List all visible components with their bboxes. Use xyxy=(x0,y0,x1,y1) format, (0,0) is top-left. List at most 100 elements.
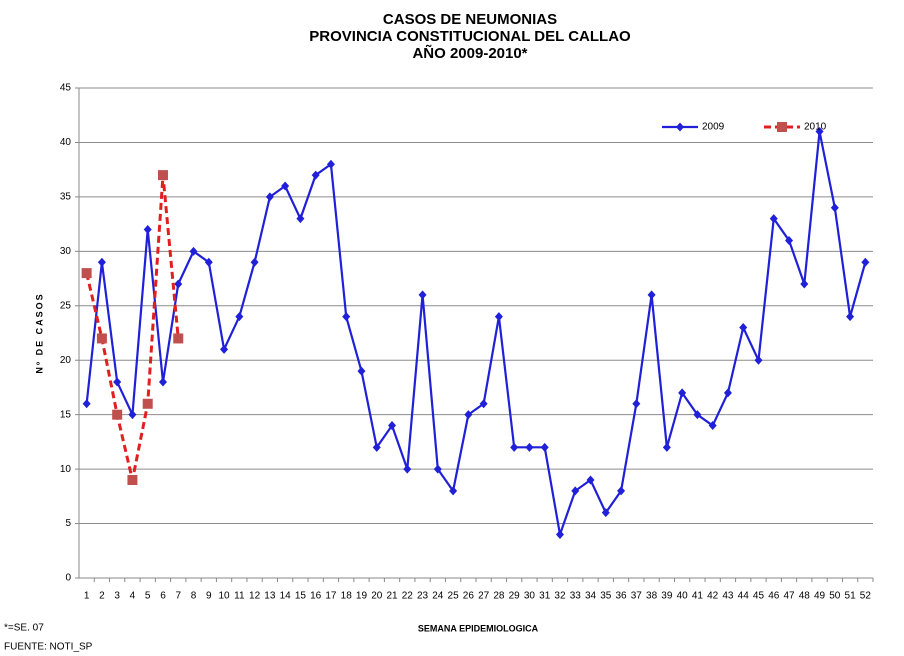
x-tick-label: 45 xyxy=(753,591,765,602)
y-tick-label: 35 xyxy=(60,192,72,203)
x-tick-label: 36 xyxy=(615,591,627,602)
point-marker xyxy=(815,127,824,137)
x-tick-label: 44 xyxy=(738,591,750,602)
point-marker xyxy=(525,442,534,452)
legend-label: 2009 xyxy=(702,122,725,133)
y-tick-label: 45 xyxy=(60,83,72,94)
point-marker xyxy=(97,257,106,267)
legend-marker xyxy=(777,122,787,132)
point-marker xyxy=(113,377,122,387)
x-tick-label: 23 xyxy=(417,591,429,602)
x-tick-label: 10 xyxy=(218,591,230,602)
x-tick-label: 47 xyxy=(783,591,795,602)
y-tick-label: 25 xyxy=(60,300,72,311)
series-line xyxy=(85,131,867,539)
x-tick-label: 19 xyxy=(356,591,368,602)
x-axis-label: SEMANA EPIDEMIOLOGICA xyxy=(418,623,539,633)
point-marker xyxy=(693,410,702,420)
x-tick-label: 11 xyxy=(234,591,245,602)
x-tick-label: 1 xyxy=(84,591,90,602)
point-marker xyxy=(204,257,213,267)
x-tick-label: 22 xyxy=(402,591,414,602)
series-line xyxy=(85,174,180,481)
point-marker xyxy=(403,464,412,474)
x-tick-label: 41 xyxy=(692,591,704,602)
source-note: FUENTE: NOTI_SP xyxy=(4,642,93,653)
point-marker xyxy=(96,333,107,344)
x-tick-label: 26 xyxy=(463,591,475,602)
x-tick-label: 16 xyxy=(310,591,322,602)
point-marker xyxy=(157,170,168,181)
point-marker xyxy=(281,181,290,191)
x-tick-label: 9 xyxy=(206,591,212,602)
legend-marker xyxy=(676,122,684,132)
x-tick-label: 8 xyxy=(191,591,197,602)
y-axis-label: Nº DE CASOS xyxy=(34,292,44,373)
point-marker xyxy=(128,410,137,420)
x-tick-label: 34 xyxy=(585,591,597,602)
point-marker xyxy=(754,355,763,365)
point-marker xyxy=(510,442,519,452)
point-marker xyxy=(174,279,183,289)
point-marker xyxy=(418,290,427,300)
y-tick-label: 0 xyxy=(65,573,71,584)
point-marker xyxy=(143,225,152,235)
point-marker xyxy=(82,399,91,409)
point-marker xyxy=(555,529,564,539)
chart-title: PROVINCIA CONSTITUCIONAL DEL CALLAO xyxy=(309,28,631,45)
point-marker xyxy=(311,170,320,180)
point-marker xyxy=(601,508,610,518)
point-marker xyxy=(372,442,381,452)
point-marker xyxy=(449,486,458,496)
y-tick-label: 5 xyxy=(65,518,71,529)
x-tick-label: 12 xyxy=(249,591,261,602)
point-marker xyxy=(830,203,839,213)
point-marker xyxy=(785,235,794,245)
point-marker xyxy=(723,388,732,398)
point-marker xyxy=(388,421,397,431)
x-tick-label: 15 xyxy=(295,591,307,602)
x-tick-label: 43 xyxy=(722,591,734,602)
chart-title: CASOS DE NEUMONIAS xyxy=(383,11,557,28)
point-marker xyxy=(464,410,473,420)
x-tick-label: 3 xyxy=(114,591,120,602)
x-tick-label: 50 xyxy=(829,591,841,602)
point-marker xyxy=(235,312,244,322)
legend-label: 2010 xyxy=(804,122,827,133)
x-tick-label: 37 xyxy=(631,591,643,602)
chart-title: AÑO 2009-2010* xyxy=(412,44,527,62)
x-tick-label: 38 xyxy=(646,591,658,602)
point-marker xyxy=(540,442,549,452)
point-marker xyxy=(800,279,809,289)
x-tick-label: 25 xyxy=(448,591,460,602)
point-marker xyxy=(342,312,351,322)
x-tick-label: 51 xyxy=(845,591,857,602)
footnote: *=SE. 07 xyxy=(4,623,44,634)
point-marker xyxy=(494,312,503,322)
point-marker xyxy=(846,312,855,322)
y-tick-label: 40 xyxy=(60,137,72,148)
x-tick-label: 14 xyxy=(280,591,292,602)
point-marker xyxy=(173,333,184,344)
point-marker xyxy=(708,421,717,431)
x-tick-label: 52 xyxy=(860,591,872,602)
x-tick-label: 24 xyxy=(432,591,444,602)
x-tick-label: 2 xyxy=(99,591,105,602)
point-marker xyxy=(158,377,167,387)
point-marker xyxy=(220,344,229,354)
y-tick-label: 20 xyxy=(60,355,72,366)
point-marker xyxy=(433,464,442,474)
point-marker xyxy=(617,486,626,496)
x-tick-label: 21 xyxy=(386,591,398,602)
x-tick-label: 5 xyxy=(145,591,151,602)
point-marker xyxy=(326,159,335,169)
point-marker xyxy=(769,214,778,224)
point-marker xyxy=(142,398,153,409)
x-tick-label: 42 xyxy=(707,591,719,602)
y-tick-label: 30 xyxy=(60,246,72,257)
point-marker xyxy=(127,475,138,485)
x-tick-label: 18 xyxy=(341,591,353,602)
y-tick-label: 15 xyxy=(60,409,72,420)
point-marker xyxy=(479,399,488,409)
